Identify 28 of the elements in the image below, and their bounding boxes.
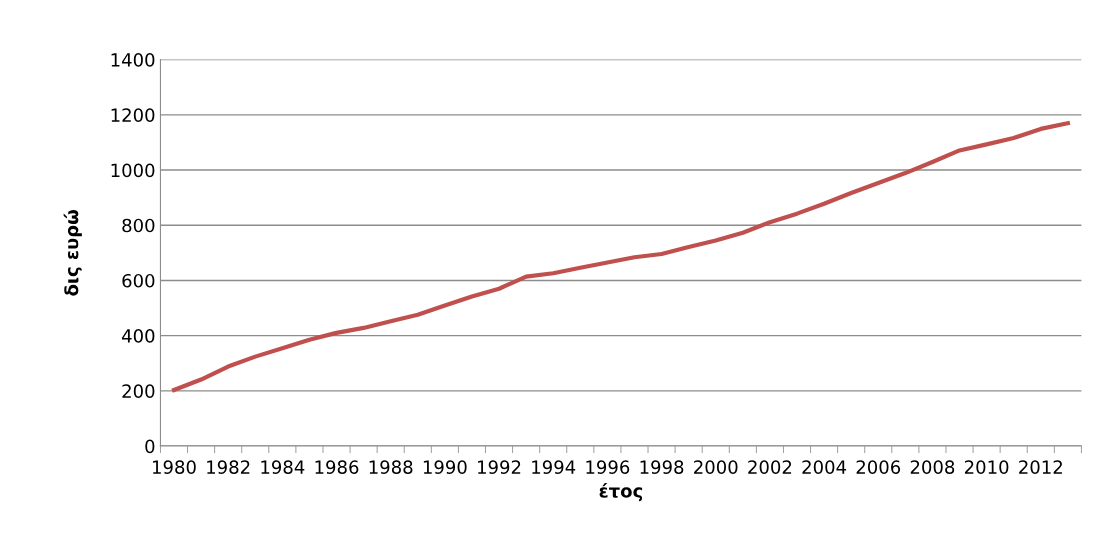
x-tick-label: 2000: [694, 460, 738, 474]
x-tick-label: 2004: [802, 460, 847, 474]
y-tick-label: 1000: [111, 163, 155, 178]
x-tick-label: 1982: [207, 460, 250, 474]
line-series: [171, 121, 1070, 393]
x-tick-label: 2008: [910, 460, 955, 474]
x-tick-label: 1990: [423, 460, 467, 474]
y-tick-label: 600: [122, 273, 155, 288]
y-axis-title: δις ευρώ: [63, 209, 82, 296]
y-tick-label: 400: [122, 329, 155, 343]
y-tick-label: 1400: [111, 53, 155, 67]
x-tick-label: 2012: [1019, 460, 1062, 474]
x-tick-label: 1996: [586, 460, 630, 474]
x-tick-label: 1998: [640, 460, 684, 474]
y-tick-label: 0: [145, 439, 155, 454]
x-tick-label: 2010: [964, 460, 1009, 474]
x-tick-label: 1994: [532, 460, 576, 474]
x-tick-label: 1984: [261, 460, 305, 474]
x-axis-title: έτος: [599, 482, 643, 502]
y-tick-label: 1200: [111, 108, 155, 122]
y-tick-label: 800: [122, 218, 155, 233]
x-tick-label: 2006: [856, 460, 901, 474]
x-tick-label: 1980: [153, 460, 196, 474]
x-tick-label: 1992: [478, 460, 521, 474]
x-tick-label: 1988: [369, 460, 413, 474]
x-tick-label: 1986: [315, 460, 359, 474]
x-tick-label: 2002: [748, 460, 792, 474]
y-tick-label: 200: [122, 384, 155, 398]
